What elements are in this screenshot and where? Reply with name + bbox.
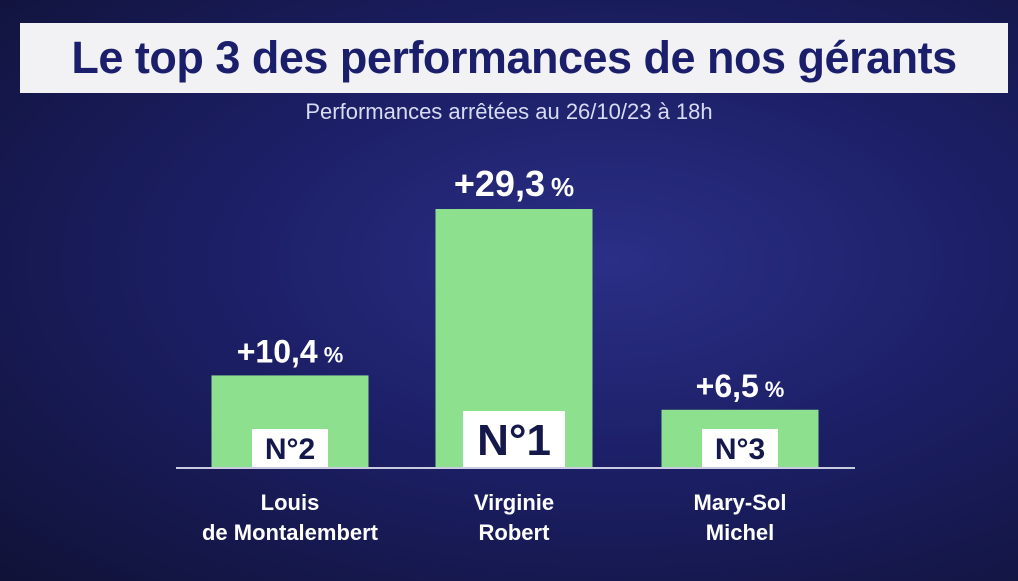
title-band: Le top 3 des performances de nos gérants [20, 23, 1008, 93]
category-label-2: Virginie Robert [474, 490, 554, 545]
value-label-1: +10,4% [237, 333, 344, 369]
rank-badge-2 [463, 411, 565, 467]
rank-label-3: N°3 [715, 433, 765, 466]
category-label-3: Mary-Sol Michel [694, 490, 787, 545]
rank-label-2: N°1 [477, 416, 551, 465]
category-label-1: Louis de Montalembert [202, 490, 379, 545]
rank-label-1: N°2 [265, 433, 315, 466]
value-label-2: +29,3% [454, 163, 574, 204]
rank-badge-1 [252, 429, 328, 467]
chart-title: Le top 3 des performances de nos gérants [71, 32, 957, 83]
rank-badge-3 [702, 429, 778, 467]
value-label-3: +6,5% [696, 368, 785, 404]
chart-subtitle: Performances arrêtées au 26/10/23 à 18h [305, 99, 713, 124]
